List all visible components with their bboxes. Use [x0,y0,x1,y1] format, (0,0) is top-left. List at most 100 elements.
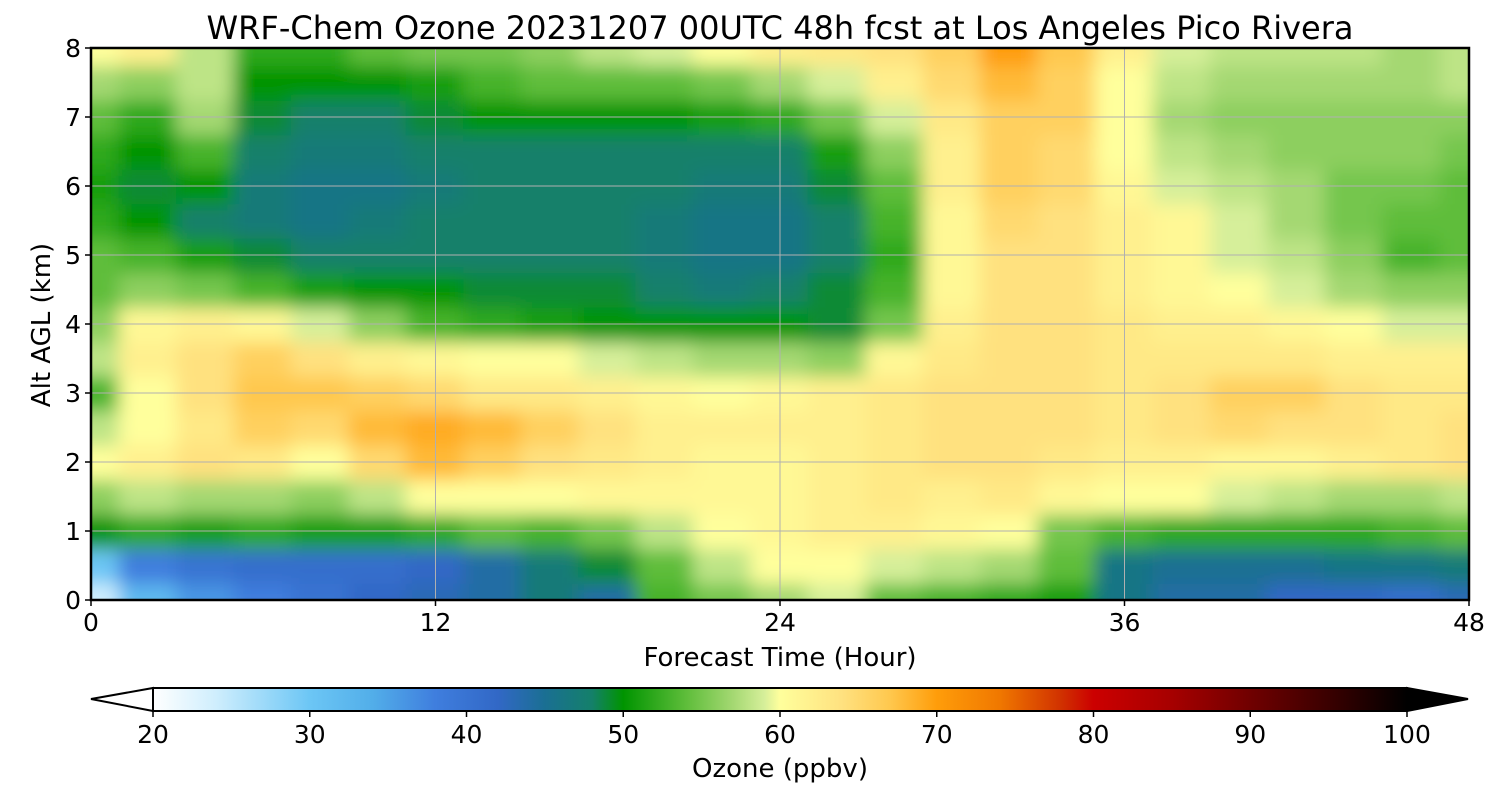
ozone-cell [807,340,868,377]
ozone-cell [1152,547,1212,584]
ozone-cell [176,409,236,446]
ozone-cell [635,271,695,308]
ozone-cell [578,202,638,239]
ozone-cell [1037,48,1097,67]
ozone-cell [91,271,121,308]
ozone-cell [1324,547,1384,584]
ozone-cell [979,64,1040,101]
ozone-cell [692,202,753,239]
ozone-cell [348,547,408,584]
ozone-cell [91,581,121,600]
ozone-cell [635,133,695,170]
ozone-cell [91,547,121,584]
x-tick-label: 0 [83,608,99,637]
y-tick-label: 5 [65,241,81,270]
ozone-cell [1267,409,1327,446]
ozone-cell [1267,202,1327,239]
ozone-cell [692,478,753,515]
ozone-cell [922,48,982,67]
ozone-cell [1324,271,1384,308]
ozone-cell [463,409,523,446]
x-tick-label: 36 [1109,608,1141,637]
ozone-cell [578,133,638,170]
ozone-cell [348,409,408,446]
ozone-cell [578,409,638,446]
ozone-cell [348,478,408,515]
ozone-cell [290,478,351,515]
ozone-cell [520,409,581,446]
ozone-cell [578,478,638,515]
ozone-cell [1439,340,1469,377]
ozone-cell [118,478,179,515]
ozone-cell [1439,581,1469,600]
ozone-cell [348,340,408,377]
ozone-cell [348,581,408,600]
ozone-cell [290,202,351,239]
ozone-cell [807,48,868,67]
ozone-cell [865,133,925,170]
colorbar-label: Ozone (ppbv) [692,754,868,784]
ozone-cell [807,581,868,600]
ozone-cell [807,202,868,239]
ozone-cell [1209,581,1270,600]
ozone-cell [1152,271,1212,308]
ozone-cell [1381,271,1442,308]
ozone-cell [865,48,925,67]
ozone-cell [807,271,868,308]
ozone-cell [1381,409,1442,446]
ozone-cell [1209,340,1270,377]
ozone-cell [635,202,695,239]
ozone-cell [176,64,236,101]
colorbar-tick-label: 100 [1383,720,1431,749]
ozone-cell [233,478,293,515]
colorbar-tick-label: 20 [137,720,169,749]
colorbar-ticks: 20 30 40 50 60 70 80 90 100 [137,711,1431,749]
ozone-cell [1037,581,1097,600]
ozone-cell [1381,340,1442,377]
ozone-cell [233,64,293,101]
ozone-cell [1439,478,1469,515]
ozone-cell [1324,133,1384,170]
ozone-cell [1037,409,1097,446]
ozone-cell [865,547,925,584]
ozone-cell [233,133,293,170]
ozone-cell [520,581,581,600]
ozone-cell [1152,478,1212,515]
ozone-cell [1439,133,1469,170]
ozone-cell [463,581,523,600]
ozone-cell [1209,48,1270,67]
ozone-cell [1381,64,1442,101]
ozone-cell [922,581,982,600]
ozone-cell [91,133,121,170]
ozone-cell [118,581,179,600]
ozone-cell [1209,478,1270,515]
ozone-cell [91,64,121,101]
colorbar-tick-label: 70 [921,720,953,749]
ozone-cell [520,271,581,308]
ozone-cell [118,271,179,308]
ozone-cell [118,409,179,446]
ozone-cell [1439,64,1469,101]
ozone-cell [979,547,1040,584]
x-tick-label: 48 [1453,608,1485,637]
ozone-cell [979,48,1040,67]
ozone-cell [118,64,179,101]
ozone-cell [635,478,695,515]
ozone-cell [520,547,581,584]
chart-title: WRF-Chem Ozone 20231207 00UTC 48h fcst a… [207,9,1354,47]
ozone-cell [1381,581,1442,600]
ozone-cell [807,133,868,170]
ozone-cell [1209,202,1270,239]
ozone-cell [1152,581,1212,600]
ozone-cell [290,64,351,101]
ozone-cell [922,340,982,377]
ozone-cell [463,133,523,170]
ozone-cell [520,478,581,515]
ozone-cell [118,547,179,584]
ozone-cell [176,547,236,584]
ozone-cell [520,64,581,101]
ozone-cell [520,340,581,377]
ozone-cell [979,133,1040,170]
ozone-cell [922,409,982,446]
ozone-cell [520,133,581,170]
